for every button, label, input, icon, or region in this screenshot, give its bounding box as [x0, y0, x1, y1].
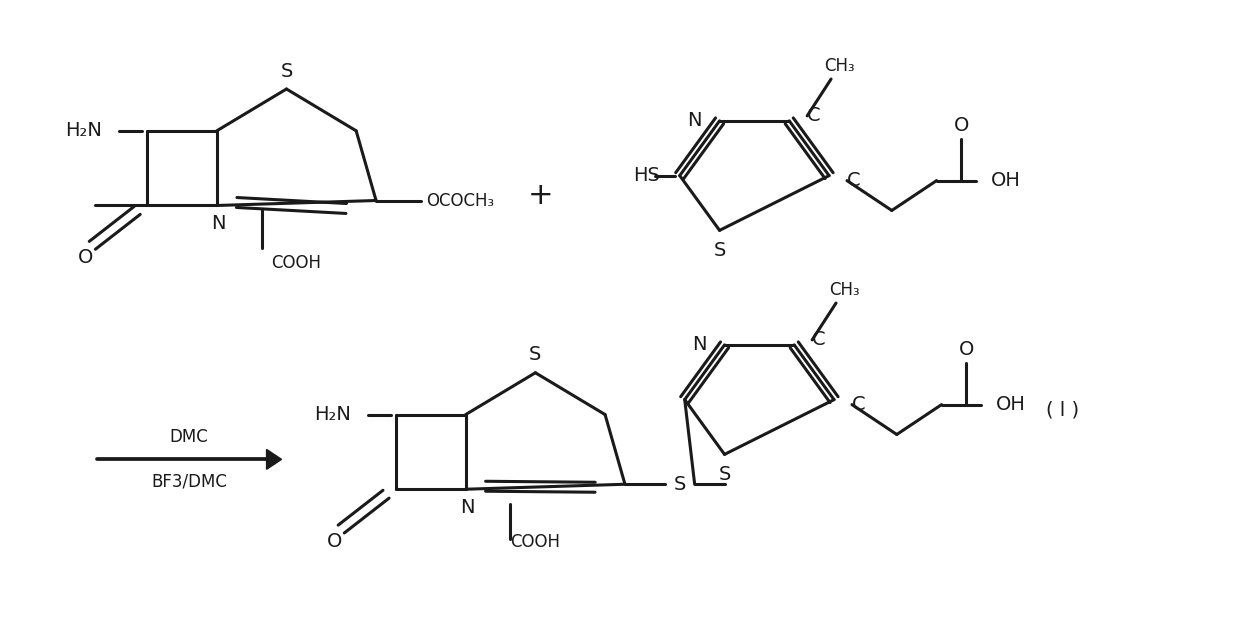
Text: S: S — [718, 465, 730, 484]
Text: C: C — [852, 395, 866, 414]
Text: N: N — [212, 214, 226, 233]
Text: CH₃: CH₃ — [828, 281, 859, 299]
Text: H₂N: H₂N — [66, 121, 102, 140]
Text: O: O — [954, 116, 970, 135]
Text: COOH: COOH — [511, 533, 560, 551]
Text: ( l ): ( l ) — [1047, 400, 1079, 419]
Text: H₂N: H₂N — [314, 405, 351, 424]
Text: OH: OH — [991, 171, 1022, 190]
Text: COOH: COOH — [272, 254, 321, 272]
Text: S: S — [529, 345, 542, 364]
Polygon shape — [267, 449, 281, 469]
Text: N: N — [460, 498, 475, 517]
Text: N: N — [692, 335, 707, 355]
Text: DMC: DMC — [170, 428, 208, 447]
Text: O: O — [959, 340, 975, 359]
Text: O: O — [78, 248, 93, 267]
Text: C: C — [807, 107, 821, 126]
Text: BF3/DMC: BF3/DMC — [151, 472, 227, 490]
Text: N: N — [687, 111, 702, 131]
Text: OCOCH₃: OCOCH₃ — [425, 191, 494, 209]
Text: HS: HS — [632, 166, 660, 185]
Text: OH: OH — [996, 395, 1027, 414]
Text: C: C — [812, 331, 826, 350]
Text: S: S — [713, 241, 725, 260]
Text: O: O — [326, 531, 342, 550]
Text: C: C — [847, 171, 861, 190]
Text: CH₃: CH₃ — [823, 57, 854, 75]
Text: S: S — [280, 62, 293, 81]
Text: S: S — [673, 475, 686, 493]
Text: +: + — [527, 181, 553, 210]
